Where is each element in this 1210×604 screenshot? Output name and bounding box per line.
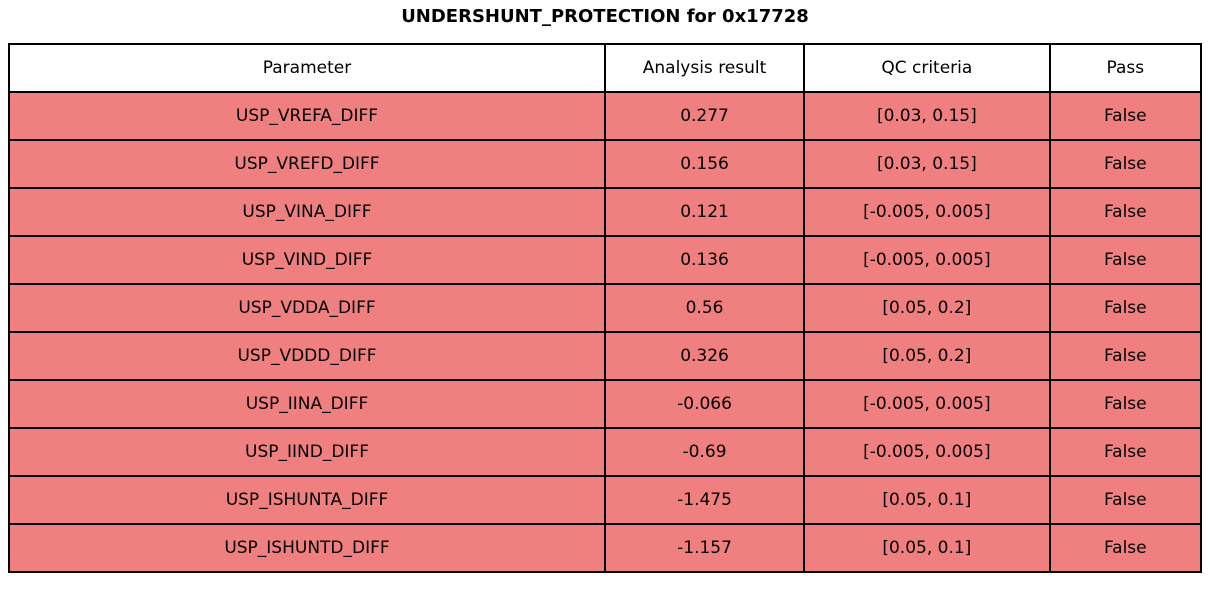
cell-analysis-result: -1.157 (603, 523, 806, 573)
cell-parameter: USP_VDDA_DIFF (8, 283, 606, 333)
page-title: UNDERSHUNT_PROTECTION for 0x17728 (401, 6, 809, 27)
table-row: USP_ISHUNTD_DIFF -1.157 [0.05, 0.1] False (8, 523, 1203, 573)
cell-pass: False (1048, 187, 1203, 237)
cell-pass: False (1048, 427, 1203, 477)
column-header-qc-criteria: QC criteria (803, 43, 1051, 93)
table-body: USP_VREFA_DIFF 0.277 [0.03, 0.15] False USP_… (8, 91, 1203, 573)
cell-pass: False (1048, 235, 1203, 285)
cell-analysis-result: -0.69 (603, 427, 806, 477)
cell-analysis-result: -0.066 (603, 379, 806, 429)
cell-parameter: USP_ISHUNTD_DIFF (8, 523, 606, 573)
cell-qc-criteria: [-0.005, 0.005] (803, 187, 1051, 237)
cell-analysis-result: 0.277 (603, 91, 806, 141)
table-row: USP_VDDD_DIFF 0.326 [0.05, 0.2] False (8, 331, 1203, 381)
table-row: USP_IIND_DIFF -0.69 [-0.005, 0.005] False (8, 427, 1203, 477)
cell-parameter: USP_VINA_DIFF (8, 187, 606, 237)
cell-analysis-result: 0.136 (603, 235, 806, 285)
table-row: USP_VIND_DIFF 0.136 [-0.005, 0.005] False (8, 235, 1203, 285)
cell-pass: False (1048, 139, 1203, 189)
cell-pass: False (1048, 91, 1203, 141)
cell-parameter: USP_VDDD_DIFF (8, 331, 606, 381)
cell-pass: False (1048, 379, 1203, 429)
cell-qc-criteria: [-0.005, 0.005] (803, 427, 1051, 477)
table-row: USP_ISHUNTA_DIFF -1.475 [0.05, 0.1] False (8, 475, 1203, 525)
cell-pass: False (1048, 523, 1203, 573)
cell-parameter: USP_ISHUNTA_DIFF (8, 475, 606, 525)
table-row: USP_VINA_DIFF 0.121 [-0.005, 0.005] False (8, 187, 1203, 237)
cell-qc-criteria: [0.05, 0.1] (803, 523, 1051, 573)
cell-parameter: USP_VREFA_DIFF (8, 91, 606, 141)
table-header-row: Parameter Analysis result QC criteria Pa… (8, 43, 1203, 93)
cell-parameter: USP_IINA_DIFF (8, 379, 606, 429)
cell-parameter: USP_VIND_DIFF (8, 235, 606, 285)
cell-pass: False (1048, 283, 1203, 333)
column-header-analysis-result: Analysis result (603, 43, 806, 93)
column-header-parameter: Parameter (8, 43, 606, 93)
cell-analysis-result: 0.56 (603, 283, 806, 333)
cell-analysis-result: 0.326 (603, 331, 806, 381)
cell-parameter: USP_IIND_DIFF (8, 427, 606, 477)
cell-analysis-result: -1.475 (603, 475, 806, 525)
cell-qc-criteria: [0.05, 0.2] (803, 283, 1051, 333)
table-row: USP_VREFD_DIFF 0.156 [0.03, 0.15] False (8, 139, 1203, 189)
cell-pass: False (1048, 475, 1203, 525)
table-row: USP_VDDA_DIFF 0.56 [0.05, 0.2] False (8, 283, 1203, 333)
cell-qc-criteria: [0.05, 0.2] (803, 331, 1051, 381)
cell-analysis-result: 0.121 (603, 187, 806, 237)
cell-qc-criteria: [-0.005, 0.005] (803, 235, 1051, 285)
cell-parameter: USP_VREFD_DIFF (8, 139, 606, 189)
table-row: USP_VREFA_DIFF 0.277 [0.03, 0.15] False (8, 91, 1203, 141)
cell-pass: False (1048, 331, 1203, 381)
column-header-pass: Pass (1048, 43, 1203, 93)
cell-analysis-result: 0.156 (603, 139, 806, 189)
table-row: USP_IINA_DIFF -0.066 [-0.005, 0.005] False (8, 379, 1203, 429)
qc-results-table: Parameter Analysis result QC criteria Pa… (8, 43, 1203, 573)
cell-qc-criteria: [0.03, 0.15] (803, 91, 1051, 141)
cell-qc-criteria: [-0.005, 0.005] (803, 379, 1051, 429)
cell-qc-criteria: [0.05, 0.1] (803, 475, 1051, 525)
cell-qc-criteria: [0.03, 0.15] (803, 139, 1051, 189)
